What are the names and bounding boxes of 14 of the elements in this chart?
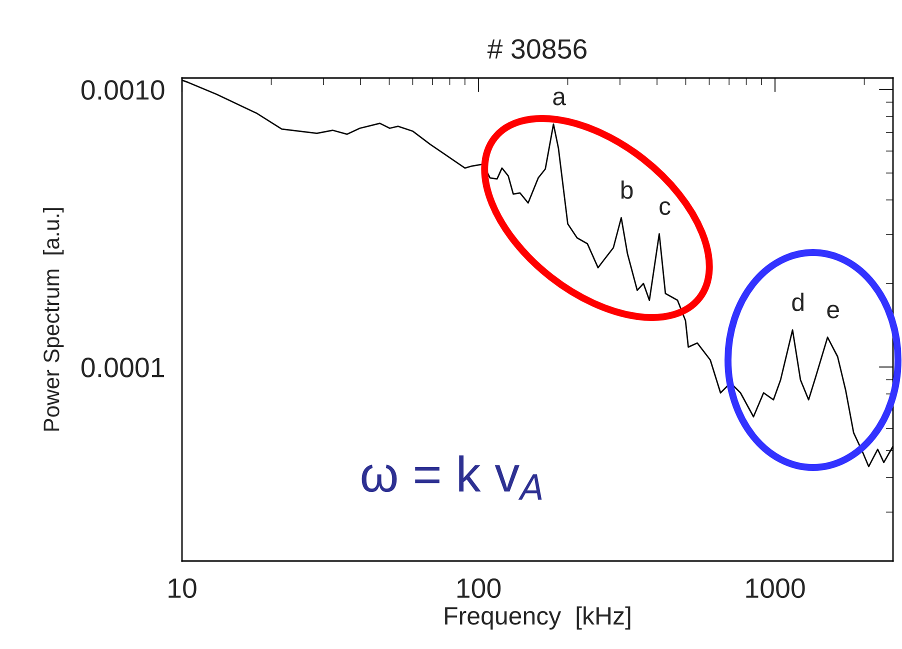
x-tick-label: 10 [168, 578, 196, 598]
y-tick-label: 0.0001 [81, 358, 164, 378]
x-axis-title: Frequency [kHz] [445, 606, 630, 630]
annotation: a [553, 92, 566, 106]
y-axis-title: Power Spectrum [a.u.] [43, 208, 64, 431]
annotation: b [621, 180, 633, 199]
annotation: e [827, 304, 839, 318]
chart-title: # 30856 [487, 39, 586, 59]
annotation: d [792, 292, 804, 312]
annotation: ω = k v$_{A}$ [362, 455, 542, 500]
annotation: c [660, 201, 670, 215]
x-tick-label: 1000 [746, 578, 805, 598]
y-tick-label: 0.0010 [81, 80, 164, 100]
x-tick-label: 100 [457, 578, 501, 598]
